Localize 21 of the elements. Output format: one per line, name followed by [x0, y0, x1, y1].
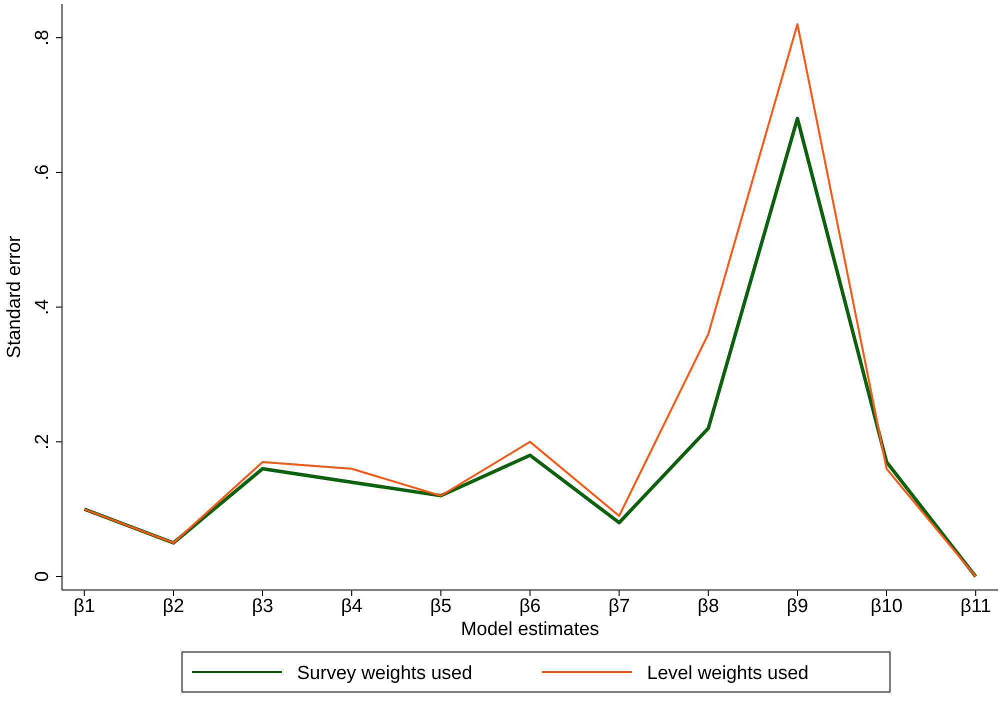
x-tick-label: β5: [430, 596, 452, 617]
legend-label: Level weights used: [647, 663, 809, 684]
x-tick-label: β8: [698, 596, 720, 617]
x-tick-label: β7: [608, 596, 630, 617]
x-axis-title: Model estimates: [460, 618, 600, 640]
x-tick-label: β1: [74, 596, 96, 617]
x-tick-label: β3: [252, 596, 274, 617]
y-tick-label: .4: [32, 298, 53, 316]
x-tick-label: β2: [162, 596, 184, 617]
legend-label: Survey weights used: [297, 663, 472, 684]
x-tick-label: β11: [960, 596, 992, 617]
y-tick-label: .6: [32, 164, 53, 180]
x-tick-label: β4: [340, 596, 363, 617]
y-tick-label: .2: [32, 434, 53, 450]
y-tick-label: .8: [32, 30, 53, 46]
y-axis-title: Standard error: [4, 235, 25, 358]
line-series: [83, 23, 977, 578]
x-tick-label: β9: [786, 596, 808, 617]
y-tick-label: 0: [32, 571, 53, 582]
x-tick-label: β10: [870, 596, 903, 617]
x-tick-label: β6: [519, 596, 541, 617]
